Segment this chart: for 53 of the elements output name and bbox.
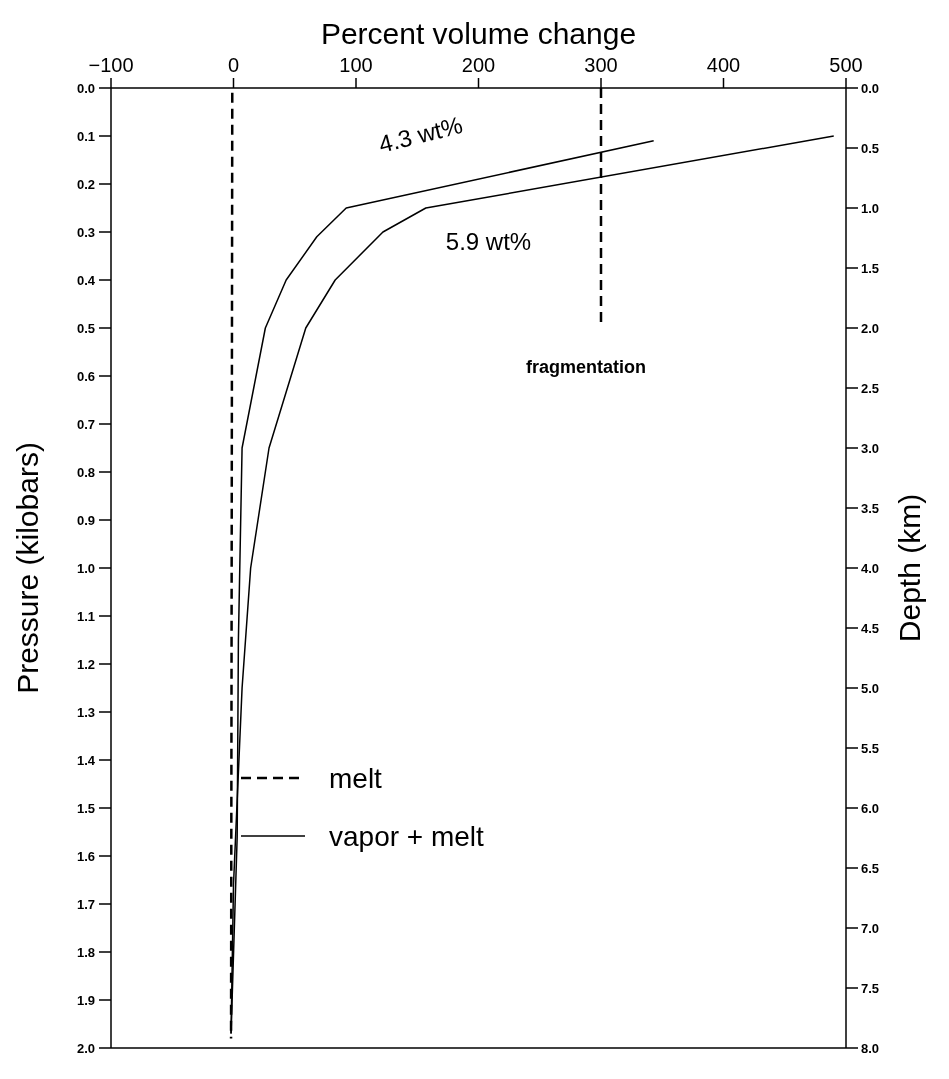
y-tick-label: 0.4 [76, 272, 96, 288]
y2-tick-label: 5.0 [861, 680, 880, 696]
y-tick-label: 0.8 [76, 464, 95, 480]
y-tick-label: 1.1 [76, 608, 95, 624]
y2-tick-label: 1.5 [861, 260, 880, 276]
x-tick-label: 0 [227, 54, 240, 76]
y2-tick-label: 4.0 [861, 560, 880, 576]
y-tick-label: 1.9 [76, 992, 95, 1008]
y-tick-label: 1.2 [76, 656, 95, 672]
y2-tick-label: 8.0 [861, 1040, 880, 1056]
y-tick-label: 0.0 [76, 80, 95, 96]
y2-tick-label: 0.5 [861, 140, 880, 156]
legend-label: vapor + melt [329, 820, 485, 852]
y-tick-label: 2.0 [76, 1040, 95, 1056]
y-tick-label: 1.4 [76, 752, 96, 768]
y2-tick-label: 3.5 [861, 500, 880, 516]
y-tick-label: 0.1 [76, 128, 95, 144]
y-tick-label: 0.7 [76, 416, 95, 432]
y-tick-label: 0.2 [76, 176, 95, 192]
y2-tick-label: 6.5 [861, 860, 880, 876]
legend-label: melt [329, 762, 383, 794]
x-tick-label: 300 [584, 54, 618, 76]
x-axis-title: Percent volume change [320, 17, 637, 50]
y2-tick-label: 2.0 [861, 320, 880, 336]
y-tick-label: 0.6 [76, 368, 95, 384]
y2-axis-title: Depth (km) [893, 493, 926, 643]
y-tick-label: 1.5 [76, 800, 95, 816]
x-tick-label: 200 [461, 54, 496, 76]
y-tick-label: 0.9 [76, 512, 95, 528]
y2-tick-label: 0.0 [861, 80, 880, 96]
y-tick-label: 0.5 [76, 320, 95, 336]
y-tick-label: 0.3 [76, 224, 95, 240]
x-tick-label: 400 [706, 54, 741, 76]
y2-tick-label: 2.5 [861, 380, 880, 396]
annotation: fragmentation [526, 357, 647, 378]
y-axis-title: Pressure (kilobars) [11, 442, 44, 694]
y-tick-label: 1.0 [76, 560, 95, 576]
y-tick-label: 1.7 [76, 896, 95, 912]
annotation: 4.3 wt% [375, 111, 466, 158]
y2-tick-label: 5.5 [861, 740, 880, 756]
y2-tick-label: 3.0 [861, 440, 880, 456]
x-tick-label: 500 [829, 54, 863, 76]
x-tick-label: 100 [339, 54, 373, 76]
y2-tick-label: 1.0 [861, 200, 880, 216]
y2-tick-label: 6.0 [861, 800, 880, 816]
y2-tick-label: 7.5 [861, 980, 880, 996]
y-tick-label: 1.6 [76, 848, 95, 864]
annotation: 5.9 wt% [445, 228, 532, 255]
y-tick-label: 1.3 [76, 704, 95, 720]
y2-tick-label: 4.5 [861, 620, 880, 636]
y-tick-label: 1.8 [76, 944, 95, 960]
x-tick-label: −100 [88, 54, 134, 76]
y2-tick-label: 7.0 [861, 920, 880, 936]
